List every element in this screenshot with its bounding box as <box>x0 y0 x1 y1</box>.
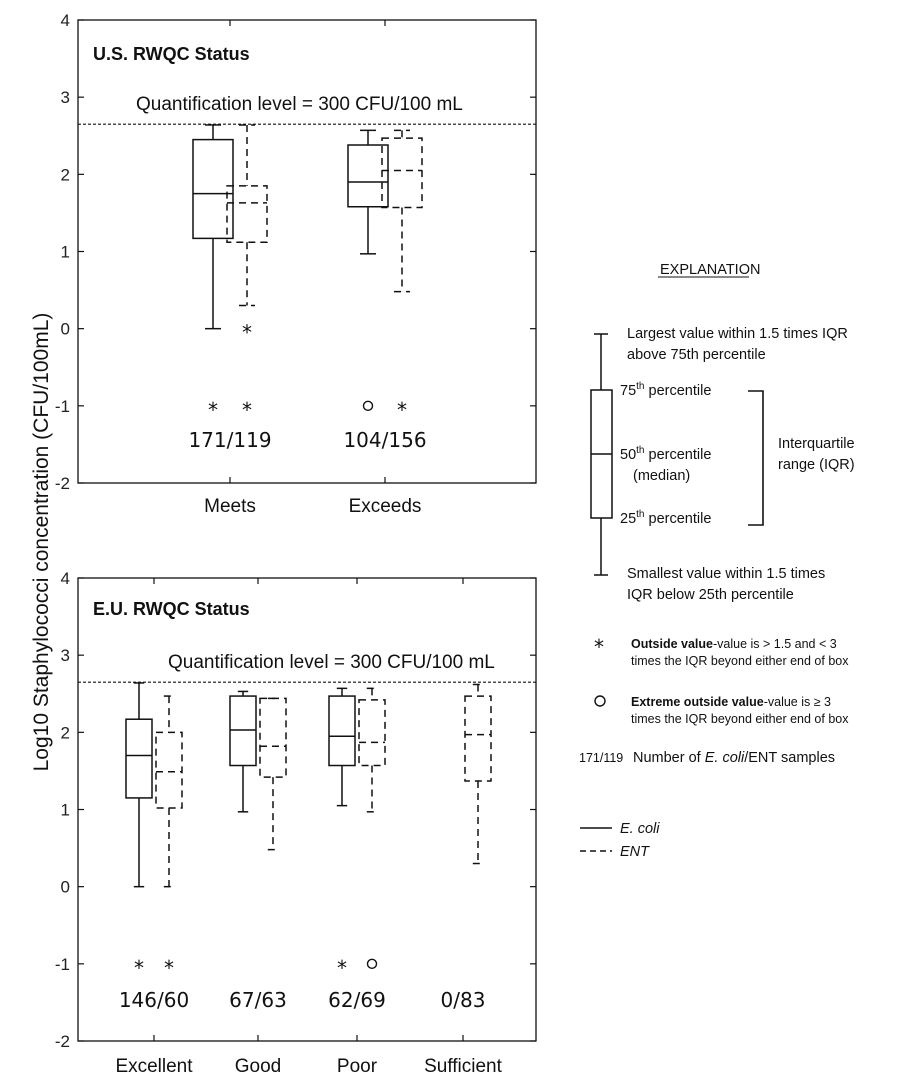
legend-outside-value-2: times the IQR beyond either end of box <box>631 654 849 668</box>
iqr-box <box>192 138 234 240</box>
legend-iqr-2: range (IQR) <box>778 457 855 473</box>
sample-count: 62/69 <box>328 988 386 1012</box>
y-tick-label: 2 <box>61 165 70 184</box>
legend-ecoli-label: E. coli <box>620 821 660 837</box>
ecoli-box-1 <box>347 129 389 412</box>
y-tick-label: -1 <box>55 397 70 416</box>
category-label: Meets <box>204 496 256 517</box>
sample-count: 0/83 <box>441 988 486 1012</box>
legend-title: EXPLANATION <box>660 262 760 278</box>
legend-count-example: 171/119 <box>579 751 623 765</box>
y-tick-label: 3 <box>61 646 70 665</box>
iqr-box <box>358 699 386 767</box>
ent-box-1 <box>259 697 287 851</box>
category-label: Sufficient <box>424 1056 503 1077</box>
ent-box-1: * <box>381 129 423 422</box>
legend: EXPLANATION Largest value within 1.5 tim… <box>579 262 855 860</box>
legend-whisker-high: Largest value within 1.5 times IQR <box>627 326 848 342</box>
legend-median-label-2: (median) <box>633 468 690 484</box>
y-tick-label: -2 <box>55 1032 70 1051</box>
y-tick-label: 2 <box>61 723 70 742</box>
legend-iqr-bracket <box>748 390 764 526</box>
iqr-box <box>328 695 356 767</box>
outside-outlier: * <box>134 956 144 980</box>
category-label: Exceeds <box>349 496 422 517</box>
ecoli-box-0: * <box>125 682 153 980</box>
legend-whisker-low: Smallest value within 1.5 times <box>627 566 825 582</box>
ecoli-box-2: * <box>328 687 356 980</box>
y-tick-label: 1 <box>61 243 70 262</box>
ent-box-2 <box>358 687 386 970</box>
sample-count: 146/60 <box>119 988 189 1012</box>
legend-q3: 75th percentile <box>620 381 711 399</box>
ecoli-box-1 <box>229 690 257 813</box>
y-tick-label: 4 <box>61 569 70 588</box>
outside-outlier: * <box>397 398 407 422</box>
category-label: Excellent <box>115 1056 193 1077</box>
legend-count-text: Number of E. coli/ENT samples <box>633 750 835 766</box>
iqr-box <box>464 695 492 782</box>
outside-outlier: * <box>208 398 218 422</box>
plot-frame <box>77 19 537 484</box>
legend-outside-value: Outside value-value is > 1.5 and < 3 <box>631 637 837 651</box>
y-tick-label: -1 <box>55 955 70 974</box>
iqr-box <box>381 137 423 209</box>
y-tick-label: 1 <box>61 801 70 820</box>
quantification-label: Quantification level = 300 CFU/100 mL <box>136 94 463 115</box>
panel-us-rwqc: U.S. RWQC Status Quantification level = … <box>55 11 537 517</box>
sample-count: 104/156 <box>343 428 426 452</box>
y-tick-label: -2 <box>55 474 70 493</box>
plot-frame <box>77 577 537 1042</box>
legend-q1: 25th percentile <box>620 509 711 527</box>
sample-count: 171/119 <box>188 428 271 452</box>
quantification-label: Quantification level = 300 CFU/100 mL <box>168 652 495 673</box>
panel-eu-rwqc: E.U. RWQC Status Quantification level = … <box>55 569 537 1077</box>
legend-whisker-low-2: IQR below 25th percentile <box>627 587 794 603</box>
ent-box-3 <box>464 683 492 865</box>
legend-iqr-1: Interquartile <box>778 436 855 452</box>
sample-count: 67/63 <box>229 988 287 1012</box>
outside-outlier: * <box>242 321 252 345</box>
legend-extreme-symbol <box>594 695 606 707</box>
panel-title: U.S. RWQC Status <box>93 44 250 64</box>
iqr-box <box>155 731 183 809</box>
ent-box-0: ** <box>226 124 268 422</box>
legend-extreme-value-2: times the IQR beyond either end of box <box>631 712 849 726</box>
outside-outlier: * <box>337 956 347 980</box>
ent-box-0: * <box>155 695 183 980</box>
category-label: Poor <box>337 1056 378 1077</box>
iqr-box <box>229 695 257 767</box>
legend-median-label: 50th percentile <box>620 445 711 463</box>
y-tick-label: 3 <box>61 88 70 107</box>
y-axis-label: Log10 Staphylococci concentration (CFU/1… <box>30 313 53 772</box>
y-tick-label: 0 <box>61 878 70 897</box>
panel-title: E.U. RWQC Status <box>93 599 250 619</box>
legend-whisker-high-2: above 75th percentile <box>627 347 766 363</box>
iqr-box <box>259 697 287 778</box>
legend-extreme-value: Extreme outside value-value is ≥ 3 <box>631 695 831 709</box>
ecoli-box-0: * <box>192 124 234 422</box>
y-tick-label: 0 <box>61 320 70 339</box>
outside-outlier: * <box>164 956 174 980</box>
extreme-outlier <box>366 958 378 970</box>
y-tick-label: 4 <box>61 11 70 30</box>
legend-outside-symbol: * <box>594 635 604 659</box>
category-label: Good <box>235 1056 281 1077</box>
extreme-outlier <box>362 400 374 412</box>
legend-ent-label: ENT <box>620 844 650 860</box>
outside-outlier: * <box>242 398 252 422</box>
iqr-box <box>125 718 153 799</box>
